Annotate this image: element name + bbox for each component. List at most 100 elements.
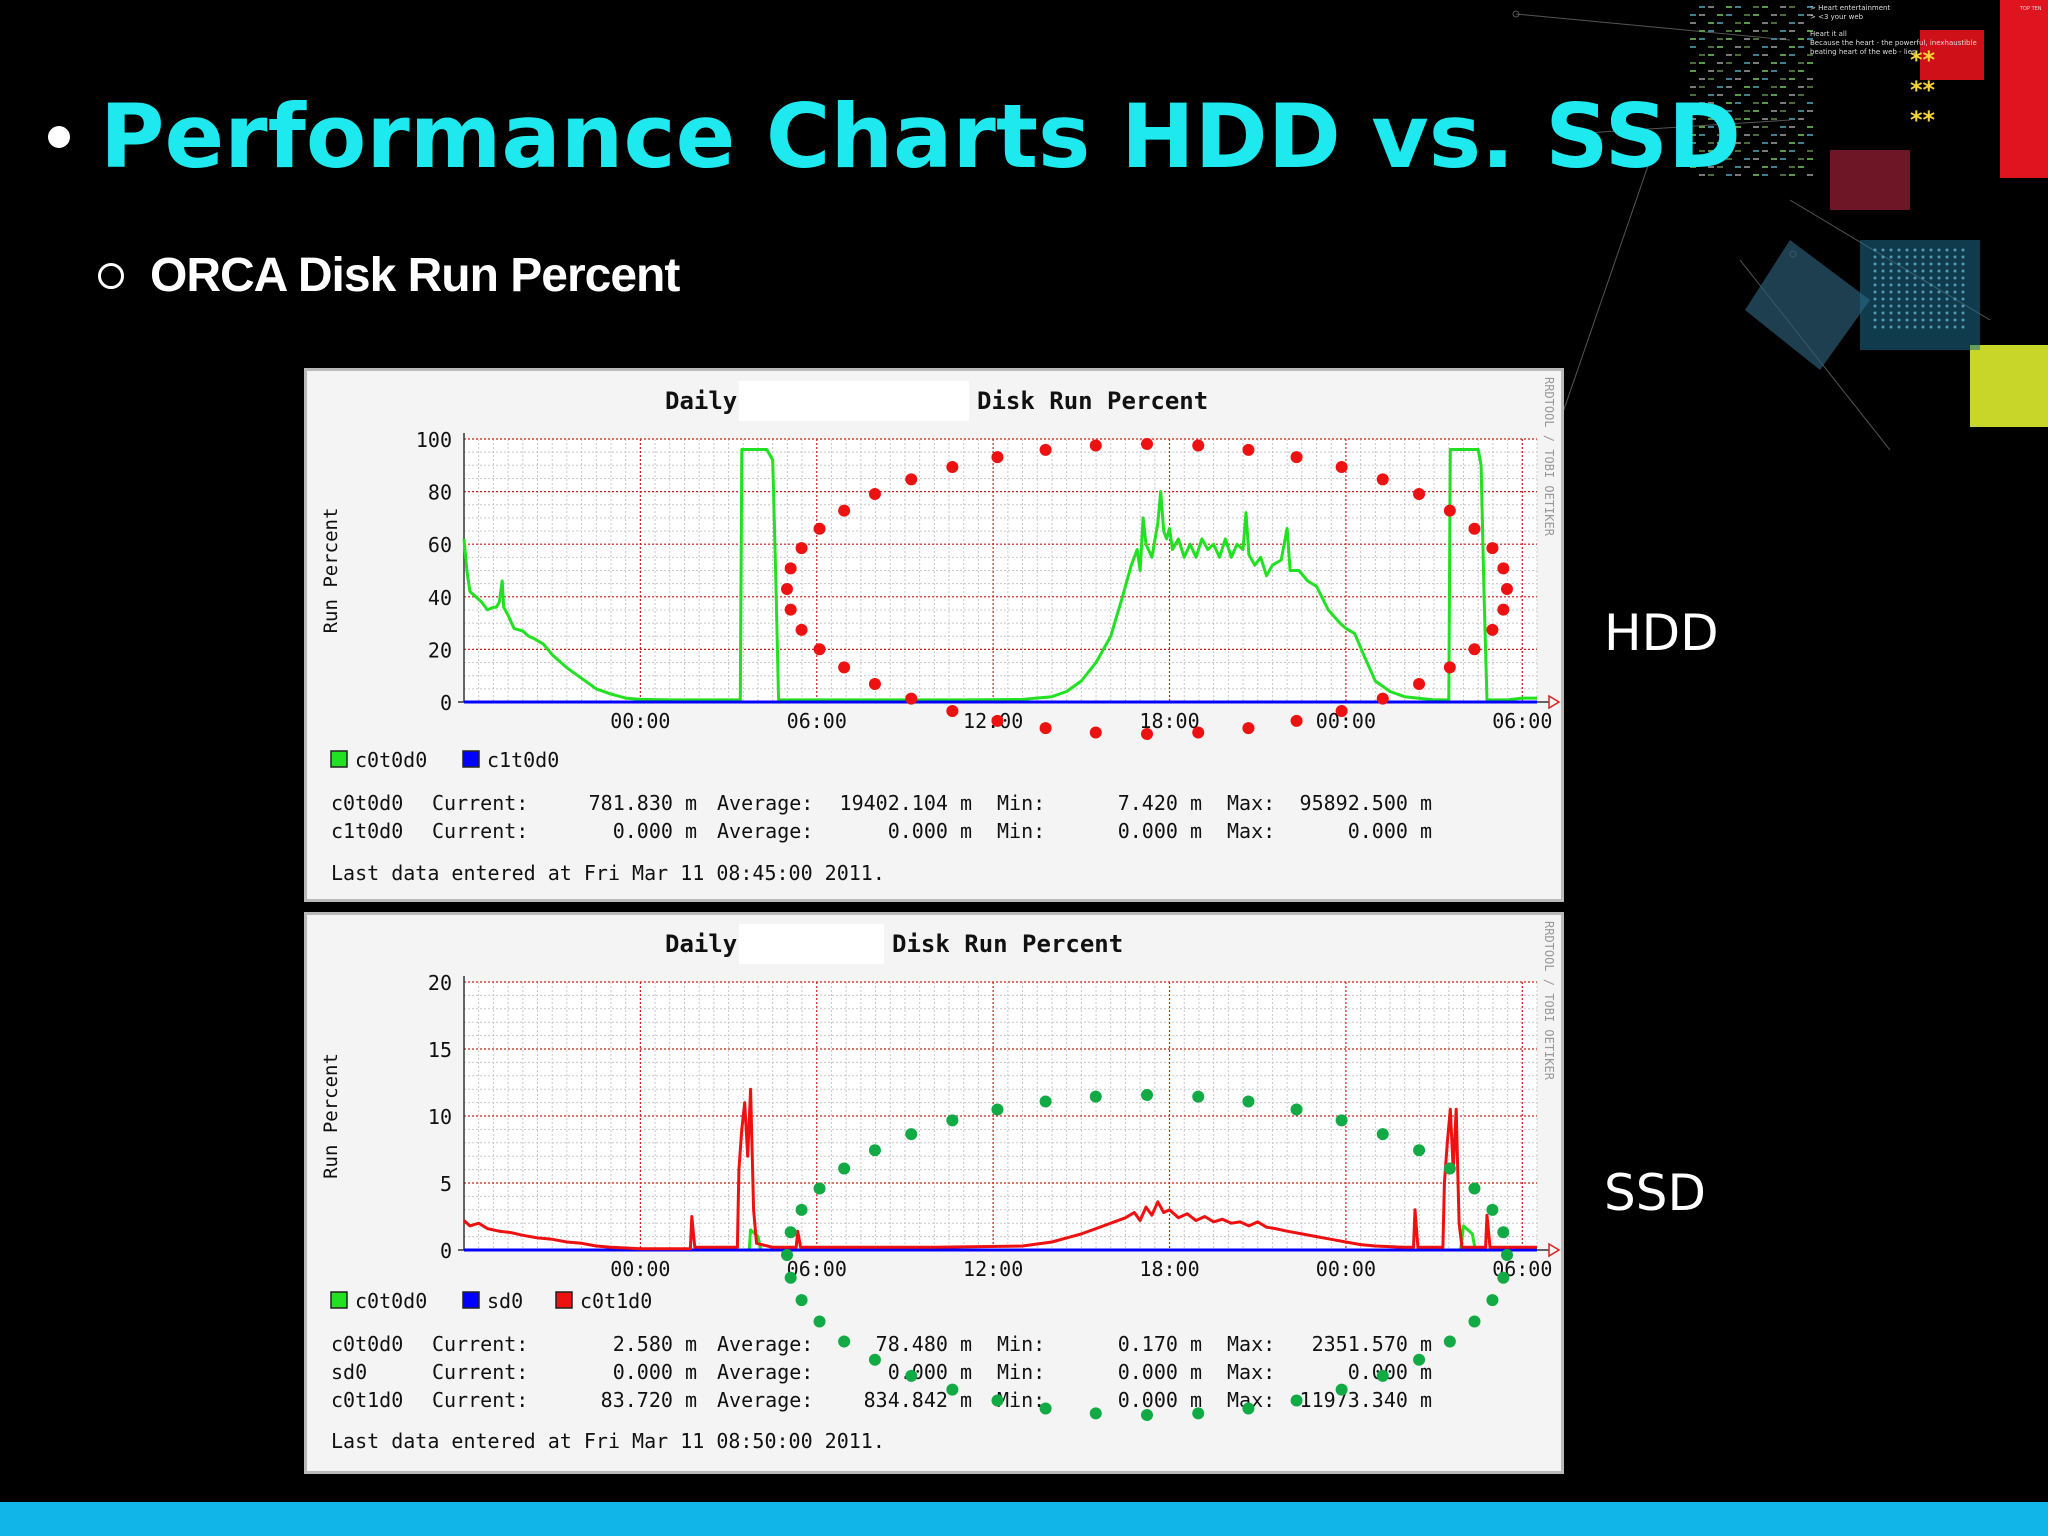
deco-text-line: Because the heart - the powerful, inexha… bbox=[1810, 39, 1977, 47]
deco-dash bbox=[1690, 142, 1696, 144]
legend-swatch bbox=[330, 750, 348, 768]
highlight-dot bbox=[781, 1249, 793, 1261]
deco-dash bbox=[1762, 94, 1768, 96]
deco-dash bbox=[1699, 62, 1705, 64]
highlight-dot bbox=[1376, 1128, 1389, 1141]
deco-dash bbox=[1690, 166, 1696, 168]
stats-cell: 0.000 m bbox=[613, 1360, 697, 1384]
deco-dash bbox=[1717, 166, 1723, 168]
highlight-dot bbox=[1089, 1407, 1102, 1420]
stats-cell: Max: bbox=[1227, 1332, 1275, 1356]
deco-dash bbox=[1789, 22, 1795, 24]
y-tick-label: 15 bbox=[428, 1038, 452, 1062]
deco-dash bbox=[1699, 110, 1705, 112]
stats-cell: 2.580 m bbox=[613, 1332, 697, 1356]
deco-dash bbox=[1753, 126, 1759, 128]
ssd-chart: Daily Disk Run Percent 0 5 10 15 20 00:00 06:00 1… bbox=[320, 921, 1561, 1453]
highlight-dot bbox=[1497, 562, 1510, 575]
highlight-dot bbox=[1486, 542, 1499, 555]
deco-dash bbox=[1726, 110, 1732, 112]
deco-dash bbox=[1771, 134, 1777, 136]
deco-dash bbox=[1780, 6, 1786, 8]
rrdtool-credit: RRDTOOL / TOBI OETIKER bbox=[1542, 921, 1556, 1081]
y-tick-label: 100 bbox=[416, 428, 452, 452]
highlight-dot bbox=[784, 1226, 797, 1239]
deco-dash bbox=[1807, 14, 1813, 16]
deco-dash bbox=[1690, 118, 1696, 120]
slide-title: Performance Charts HDD vs. SSD bbox=[100, 85, 1742, 188]
deco-dash bbox=[1771, 62, 1777, 64]
deco-dash bbox=[1744, 46, 1750, 48]
deco-dash bbox=[1744, 134, 1750, 136]
deco-dash bbox=[1690, 110, 1696, 112]
deco-dash bbox=[1807, 126, 1813, 128]
deco-dash bbox=[1753, 110, 1759, 112]
deco-dash bbox=[1717, 86, 1723, 88]
deco-dash bbox=[1798, 110, 1804, 112]
deco-dash bbox=[1807, 158, 1813, 160]
deco-dash bbox=[1762, 30, 1768, 32]
deco-dash bbox=[1798, 46, 1804, 48]
deco-dash bbox=[1753, 14, 1759, 16]
deco-dash bbox=[1735, 174, 1741, 176]
stats-cell: 95892.500 m bbox=[1300, 791, 1432, 815]
deco-dash bbox=[1735, 70, 1741, 72]
y-tick-label: 40 bbox=[428, 586, 452, 610]
highlight-dot bbox=[1141, 728, 1153, 740]
svg-text:**: ** bbox=[1910, 76, 1936, 104]
deco-dash bbox=[1708, 6, 1714, 8]
deco-dash bbox=[1771, 22, 1777, 24]
stats-cell: Average: bbox=[717, 1360, 813, 1384]
deco-dash bbox=[1807, 174, 1813, 176]
highlight-dot bbox=[1039, 1402, 1052, 1415]
stats-cell: 2351.570 m bbox=[1312, 1332, 1432, 1356]
deco-dash bbox=[1798, 14, 1804, 16]
stats-cell: 0.000 m bbox=[888, 1360, 972, 1384]
deco-dash bbox=[1699, 78, 1705, 80]
deco-dash bbox=[1780, 54, 1786, 56]
stats-row: c0t0d0 Current: 781.830 m Average: 19402.104… bbox=[331, 791, 1432, 815]
deco-dash bbox=[1699, 30, 1705, 32]
highlight-dot bbox=[1376, 473, 1389, 486]
deco-dash bbox=[1771, 94, 1777, 96]
deco-dash bbox=[1699, 6, 1705, 8]
stats-row: c1t0d0 Current: 0.000 m Average: 0.000 m Min:… bbox=[331, 819, 1432, 843]
highlight-dot bbox=[1242, 443, 1255, 456]
highlight-dot bbox=[1335, 1114, 1348, 1127]
deco-dash bbox=[1744, 142, 1750, 144]
grid bbox=[463, 981, 1538, 1251]
deco-dash bbox=[1789, 150, 1795, 152]
y-tick-label: 60 bbox=[428, 533, 452, 557]
deco-dash bbox=[1708, 54, 1714, 56]
deco-dash bbox=[1798, 142, 1804, 144]
deco-dash bbox=[1726, 14, 1732, 16]
deco-dash bbox=[1708, 102, 1714, 104]
deco-dash bbox=[1726, 30, 1732, 32]
deco-dash bbox=[1771, 142, 1777, 144]
highlight-dot bbox=[946, 1114, 959, 1127]
circle-bullet-icon bbox=[98, 262, 124, 289]
stats-cell: Min: bbox=[997, 791, 1045, 815]
deco-dash bbox=[1744, 62, 1750, 64]
deco-dash bbox=[1789, 94, 1795, 96]
highlight-dot bbox=[1501, 583, 1513, 595]
stats-cell: Average: bbox=[717, 1388, 813, 1412]
deco-dash bbox=[1726, 78, 1732, 80]
deco-dash bbox=[1807, 102, 1813, 104]
deco-dash bbox=[1762, 102, 1768, 104]
highlight-dot bbox=[1242, 1402, 1255, 1415]
highlight-dot bbox=[813, 1315, 826, 1328]
deco-dash bbox=[1717, 70, 1723, 72]
deco-dash bbox=[1807, 62, 1813, 64]
deco-dash bbox=[1708, 70, 1714, 72]
deco-dash bbox=[1735, 30, 1741, 32]
highlight-dot bbox=[784, 1271, 797, 1284]
deco-dash bbox=[1735, 54, 1741, 56]
highlight-dot bbox=[1192, 726, 1205, 739]
highlight-dot bbox=[1413, 488, 1426, 501]
y-tick-label: 5 bbox=[440, 1172, 452, 1196]
deco-dash bbox=[1771, 158, 1777, 160]
deco-dash bbox=[1708, 150, 1714, 152]
highlight-dot bbox=[1192, 1407, 1205, 1420]
stats-cell: Current: bbox=[432, 1360, 528, 1384]
